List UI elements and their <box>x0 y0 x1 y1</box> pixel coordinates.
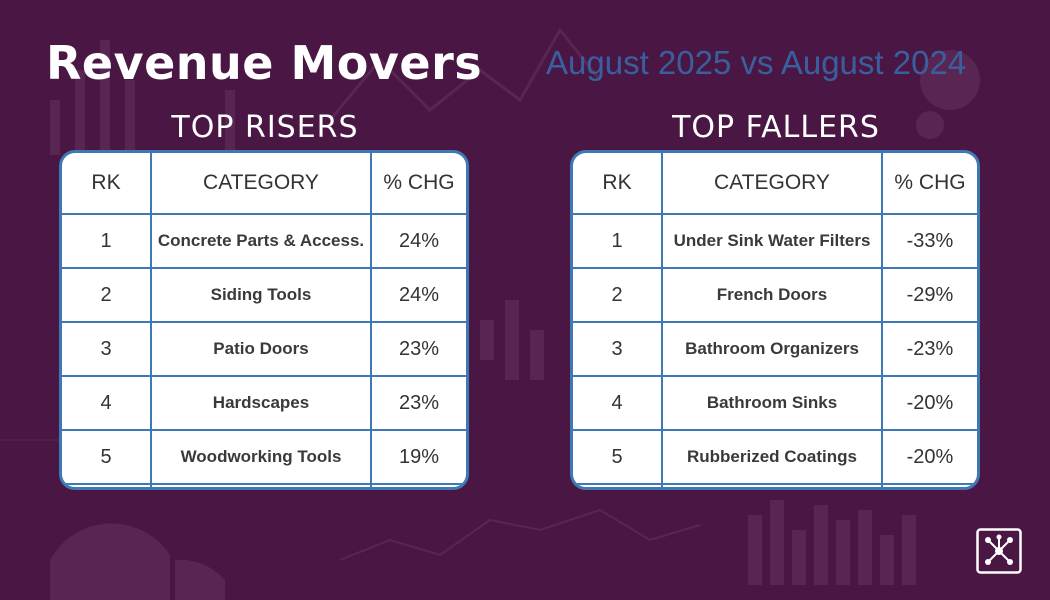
empty-row <box>573 483 977 487</box>
table-row: 1 Under Sink Water Filters -33% <box>573 213 977 269</box>
empty-cell <box>370 483 466 487</box>
empty-cell <box>150 483 372 487</box>
fallers-table: RK CATEGORY % CHG 1 Under Sink Water Fil… <box>570 150 980 490</box>
table-row: 3 Bathroom Organizers -23% <box>573 321 977 377</box>
category-cell: Rubberized Coatings <box>661 429 883 485</box>
empty-cell <box>881 483 977 487</box>
empty-cell <box>62 483 152 487</box>
category-cell: Bathroom Sinks <box>661 375 883 431</box>
category-cell: Patio Doors <box>150 321 372 377</box>
risers-heading: TOP RISERS <box>171 110 359 145</box>
category-cell: Woodworking Tools <box>150 429 372 485</box>
rank-cell: 3 <box>573 321 663 377</box>
empty-cell <box>573 483 663 487</box>
risers-table: RK CATEGORY % CHG 1 Concrete Parts & Acc… <box>59 150 469 490</box>
change-cell: -33% <box>881 213 977 269</box>
risers-header-row: RK CATEGORY % CHG <box>62 153 466 215</box>
change-cell: -23% <box>881 321 977 377</box>
rank-column-header: RK <box>573 153 663 215</box>
change-cell: -29% <box>881 267 977 323</box>
table-row: 4 Hardscapes 23% <box>62 375 466 431</box>
rank-cell: 5 <box>62 429 152 485</box>
rank-cell: 2 <box>62 267 152 323</box>
category-column-header: CATEGORY <box>150 153 372 215</box>
table-row: 3 Patio Doors 23% <box>62 321 466 377</box>
change-cell: -20% <box>881 375 977 431</box>
category-column-header: CATEGORY <box>661 153 883 215</box>
change-cell: 23% <box>370 321 466 377</box>
rank-cell: 1 <box>573 213 663 269</box>
page-title: Revenue Movers <box>46 36 483 90</box>
rank-cell: 4 <box>62 375 152 431</box>
network-nodes-icon <box>976 528 1022 574</box>
table-row: 1 Concrete Parts & Access. 24% <box>62 213 466 269</box>
category-cell: Concrete Parts & Access. <box>150 213 372 269</box>
rank-cell: 3 <box>62 321 152 377</box>
category-cell: Hardscapes <box>150 375 372 431</box>
change-cell: -20% <box>881 429 977 485</box>
empty-row <box>62 483 466 487</box>
table-row: 2 French Doors -29% <box>573 267 977 323</box>
change-cell: 23% <box>370 375 466 431</box>
category-cell: Siding Tools <box>150 267 372 323</box>
table-row: 5 Woodworking Tools 19% <box>62 429 466 485</box>
rank-cell: 5 <box>573 429 663 485</box>
change-column-header: % CHG <box>881 153 977 215</box>
rank-cell: 1 <box>62 213 152 269</box>
change-cell: 24% <box>370 213 466 269</box>
rank-cell: 4 <box>573 375 663 431</box>
date-comparison-subtitle: August 2025 vs August 2024 <box>546 44 967 81</box>
fallers-header-row: RK CATEGORY % CHG <box>573 153 977 215</box>
category-cell: French Doors <box>661 267 883 323</box>
fallers-heading: TOP FALLERS <box>672 110 880 145</box>
category-cell: Under Sink Water Filters <box>661 213 883 269</box>
table-row: 2 Siding Tools 24% <box>62 267 466 323</box>
rank-column-header: RK <box>62 153 152 215</box>
table-row: 4 Bathroom Sinks -20% <box>573 375 977 431</box>
change-cell: 19% <box>370 429 466 485</box>
category-cell: Bathroom Organizers <box>661 321 883 377</box>
change-cell: 24% <box>370 267 466 323</box>
change-column-header: % CHG <box>370 153 466 215</box>
empty-cell <box>661 483 883 487</box>
table-row: 5 Rubberized Coatings -20% <box>573 429 977 485</box>
rank-cell: 2 <box>573 267 663 323</box>
